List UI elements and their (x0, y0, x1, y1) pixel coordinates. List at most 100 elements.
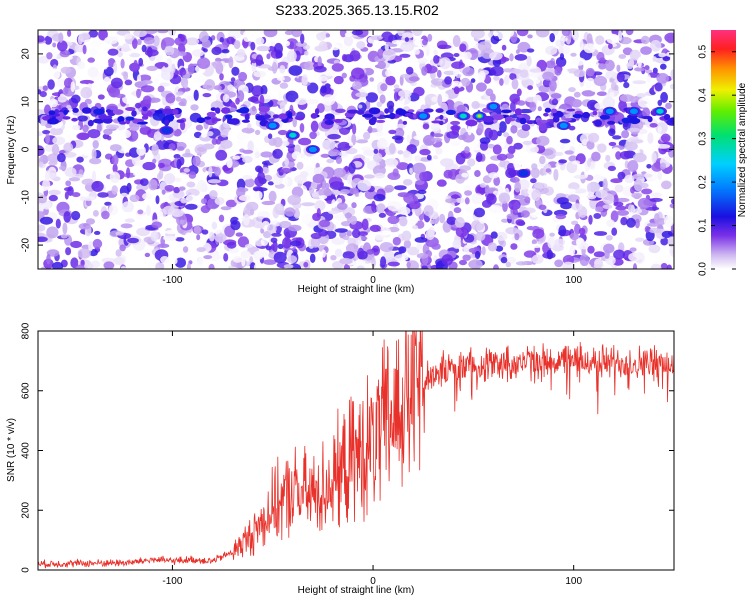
spectrogram-cell (284, 157, 290, 167)
spectrogram-cell (605, 70, 617, 80)
spectrogram-cell (349, 50, 361, 62)
spectrogram-cell (240, 250, 251, 259)
spectrogram-cell (593, 173, 602, 182)
spectrogram-ridge-cell (142, 106, 148, 112)
spectrogram-cell (437, 44, 452, 49)
spectrogram-ridge-cell (423, 108, 434, 113)
spectrogram-ridge-cell (225, 114, 233, 119)
spectrogram-cell (72, 124, 81, 131)
spectrogram-cell (513, 159, 522, 170)
spectrogram-cell (660, 133, 671, 143)
spectrogram-cell (251, 85, 264, 97)
spectrogram-ridge-cell (669, 117, 674, 124)
spectrogram-ridge-cell (278, 113, 288, 120)
spectrogram-cell (593, 251, 606, 258)
spectrogram-cell (604, 59, 615, 72)
spectrogram-cell (550, 93, 562, 99)
spectrogram-cell (564, 150, 574, 155)
spectrogram-cell (190, 104, 199, 111)
spectrogram-cell (296, 161, 304, 170)
spectrogram-cell (197, 57, 211, 69)
spectrogram-cell (247, 123, 252, 129)
spectrogram-cell (508, 199, 521, 211)
spectrogram-cell (251, 60, 257, 73)
spectrogram-cell (671, 198, 674, 205)
spectrogram-cell (358, 191, 364, 200)
spectrogram-cell (394, 185, 407, 191)
spectrogram-cell (211, 46, 222, 56)
spectrogram-cell (586, 264, 592, 269)
spectrogram-cell (339, 30, 347, 38)
spectrogram-cell (517, 128, 530, 139)
spectrogram-ridge-cell (647, 116, 653, 123)
spectrogram-cell (141, 79, 153, 85)
spectrogram-cell (515, 261, 528, 266)
spectrogram-ridge-cell (536, 119, 542, 126)
spectrogram-cell (116, 123, 126, 131)
spectrogram-ridge-cell (164, 114, 175, 121)
spectrogram-cell (45, 123, 53, 129)
spectrogram-cell (605, 154, 611, 162)
spectrogram-cell (176, 158, 182, 170)
spectrogram-cell (226, 241, 237, 249)
spectrogram-cell (129, 122, 140, 132)
spectrogram-cell (120, 223, 133, 229)
snr-xlabel: Height of straight line (km) (298, 585, 415, 596)
spectrogram-cell (662, 56, 671, 62)
spectrogram-cell (105, 124, 119, 130)
spectrogram-cell (153, 131, 162, 142)
spectrogram-peak (518, 169, 529, 177)
spectrogram-cell (151, 221, 163, 229)
spectrogram-cell (594, 102, 604, 110)
spectrogram-cell (443, 169, 453, 179)
spectrogram-cell (374, 131, 384, 137)
spectrogram-cell (387, 261, 400, 267)
spectrogram-cell (292, 116, 298, 128)
spectrogram-cell (200, 132, 207, 138)
spectrogram-cell (572, 188, 587, 194)
spectrogram-cell (317, 56, 322, 68)
spectrogram-cell (287, 255, 298, 264)
spectrogram-cell (331, 63, 344, 72)
spectrogram-cell (385, 69, 392, 77)
spectrogram-cell (377, 138, 388, 150)
spectrogram-cell (634, 67, 645, 72)
spectrogram-cell (47, 79, 55, 90)
spectrogram-cell (42, 85, 48, 91)
snr-ytick-label: 800 (21, 322, 32, 339)
spectrogram-cell (85, 218, 96, 225)
spectrogram-cell (537, 106, 542, 112)
spectrogram-cell (266, 53, 271, 60)
spectrogram-cell (195, 124, 203, 131)
spectrogram-cell (340, 221, 352, 227)
spectrogram-ridge-cell (368, 107, 381, 115)
spectrogram-peak (477, 114, 481, 118)
spectrogram-cell (629, 49, 641, 61)
spectrogram-cell (452, 239, 462, 249)
spectrogram-ridge-cell (607, 120, 616, 125)
spectrogram-cell (413, 135, 425, 141)
spectrogram-ridge-cell (314, 108, 320, 115)
spectrogram-cell (570, 52, 577, 57)
spectrogram-cell (433, 49, 438, 56)
spectrogram-cell (454, 217, 465, 228)
spectrogram-cell (49, 127, 64, 136)
spectrogram-cell (433, 155, 439, 160)
spectrogram-cell (121, 43, 130, 52)
spectrogram-cell (654, 82, 663, 92)
spectrogram-cell (514, 181, 521, 193)
spectrogram-cell (339, 257, 353, 265)
spectrogram-cell (549, 33, 555, 43)
spectrogram-cell (152, 158, 157, 164)
spectrogram-cell (423, 134, 435, 146)
spectrogram-cell (241, 257, 246, 267)
spectrogram-cell (101, 257, 116, 264)
spectrogram-ridge-cell (258, 105, 270, 113)
spectrogram-ridge-cell (221, 107, 231, 114)
spectrogram-cell (177, 68, 187, 76)
spectrogram-cell (140, 85, 155, 93)
spectrogram-cell (556, 197, 569, 205)
spectrogram-cell (263, 259, 277, 265)
spectrogram-cell (510, 101, 516, 113)
spectrogram-ridge-cell (287, 112, 293, 119)
